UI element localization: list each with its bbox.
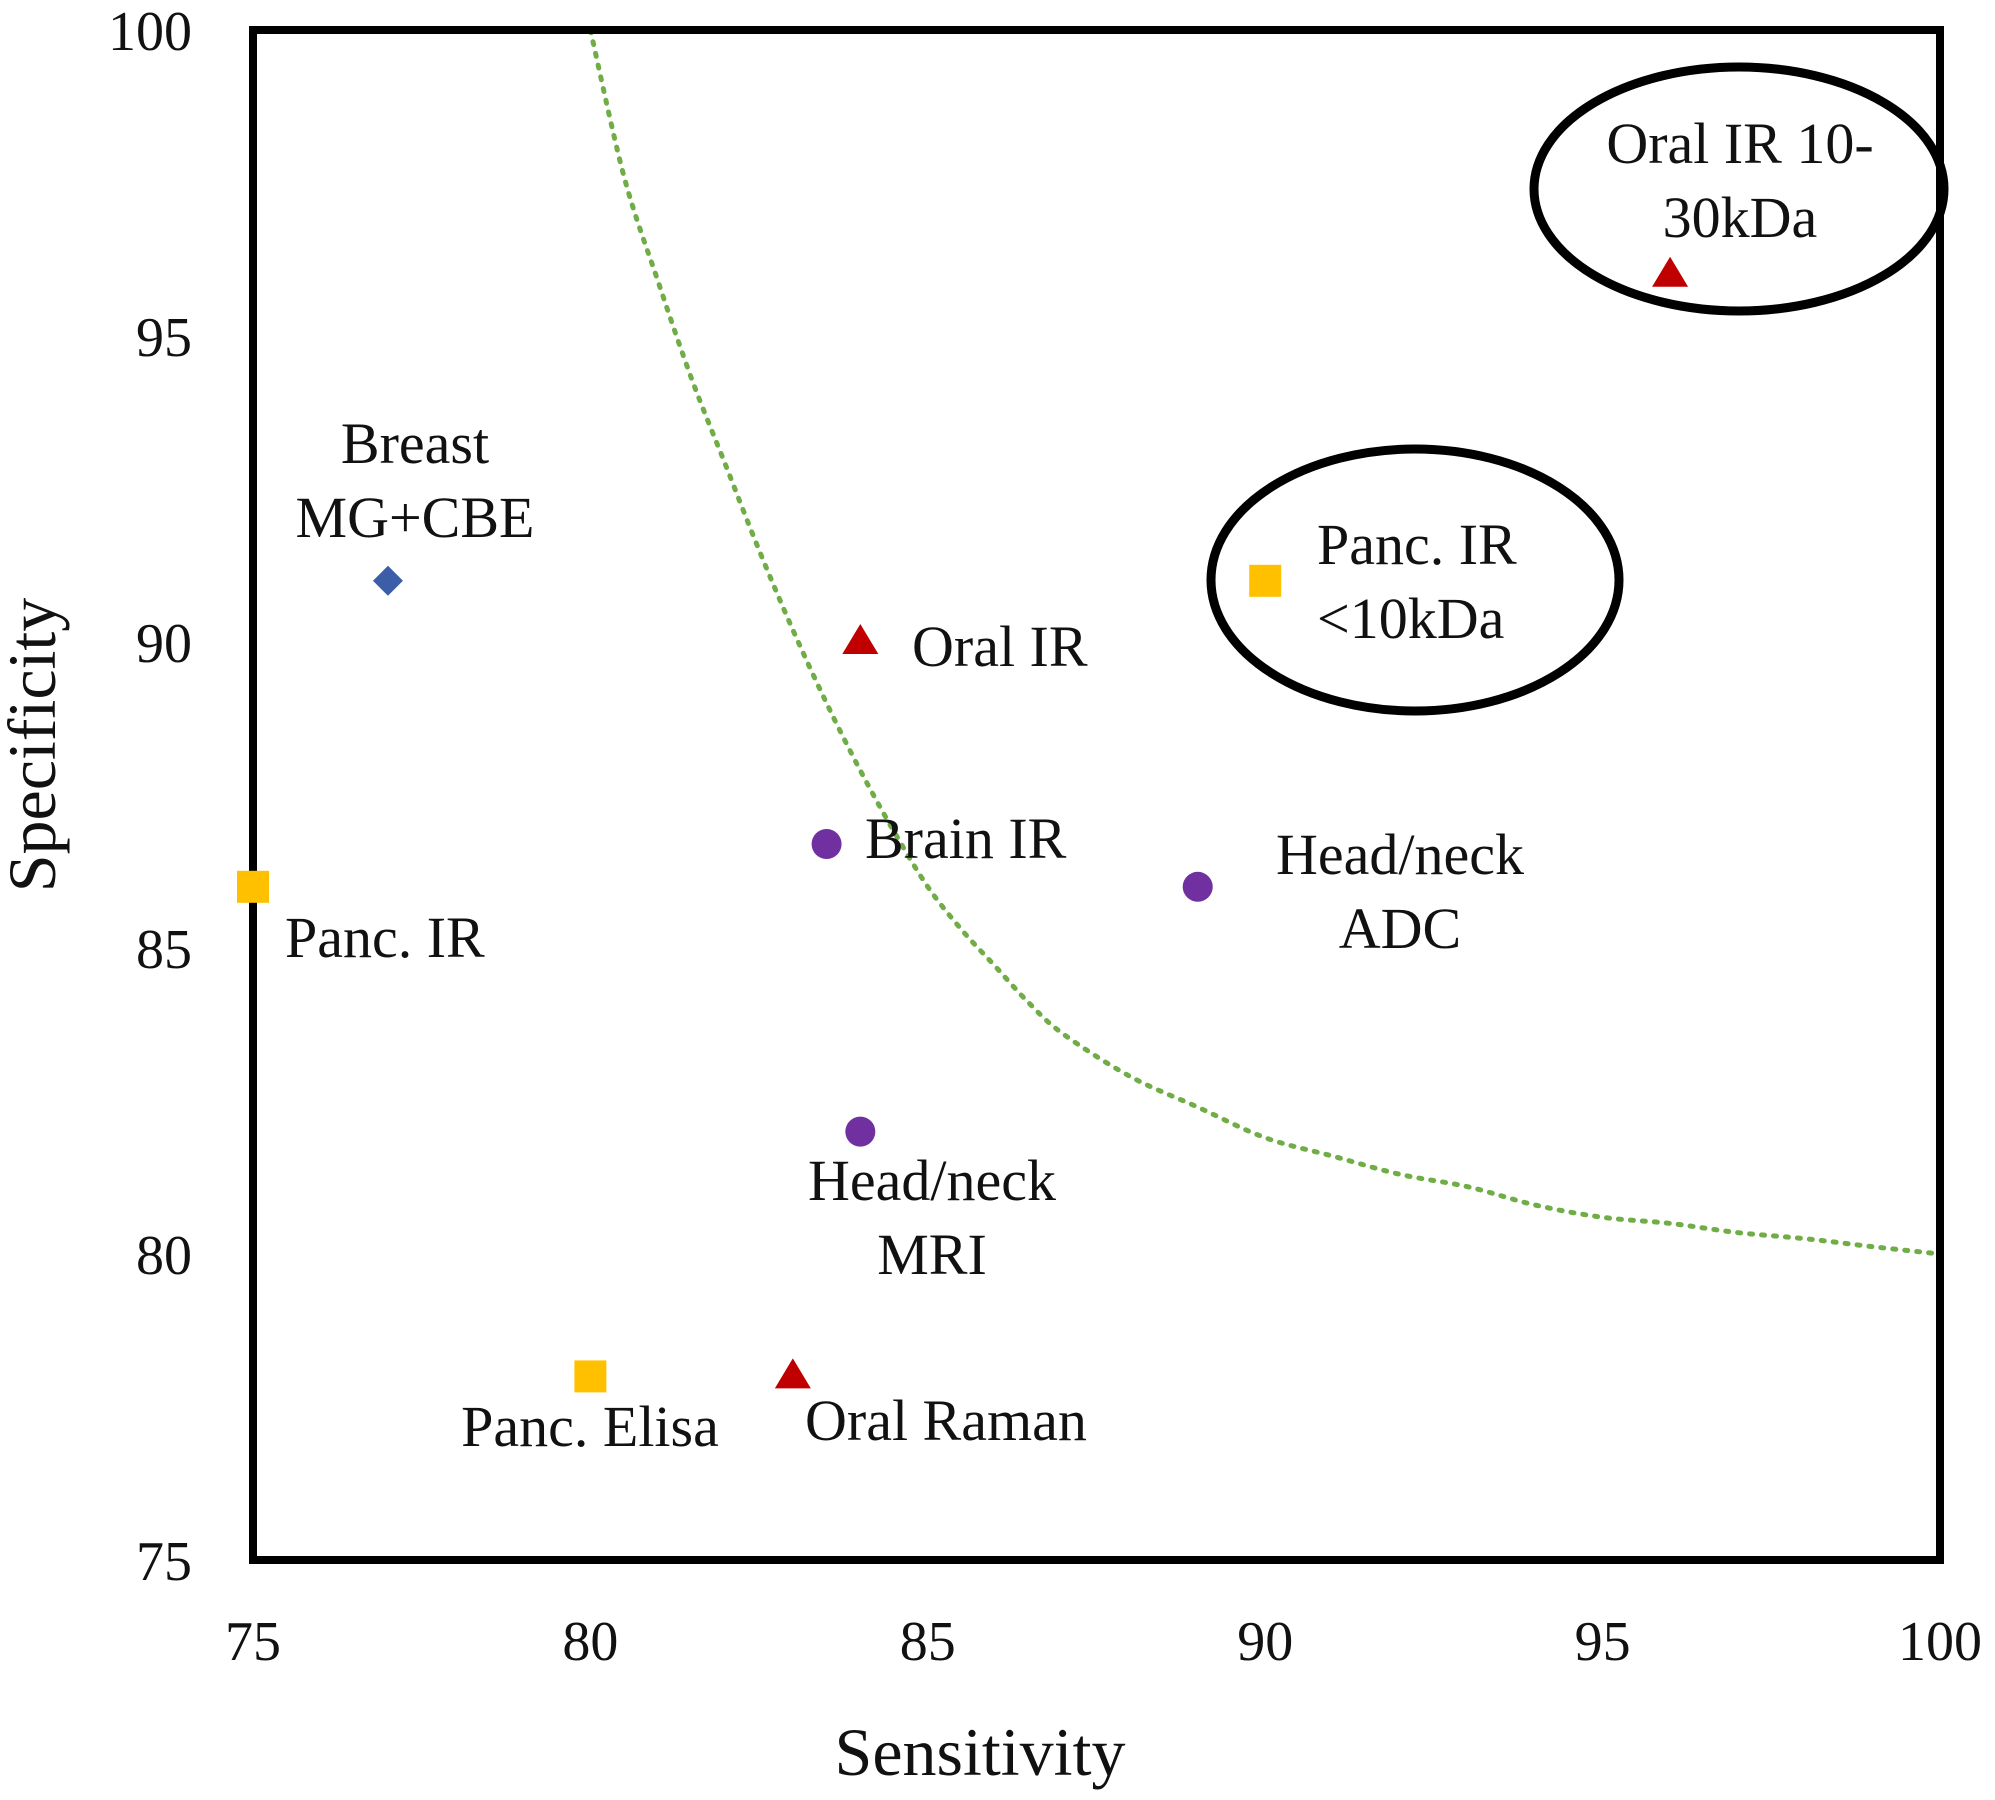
point-label-panc-ir: Panc. IR [285,905,485,970]
y-tick-label-90: 90 [136,613,192,675]
label-layer: Breast MG+CBE Panc. IR Panc. Elisa Oral Rama… [285,111,1874,1459]
highlight-layer [1206,62,1949,716]
y-tick-label-80: 80 [136,1225,192,1287]
y-tick-label-95: 95 [136,307,192,369]
point-label-line: 30kDa [1663,185,1818,250]
point-label-breast-mg-cbe: Breast MG+CBE [296,411,535,550]
point-label-line: Panc. IR [1317,512,1517,577]
data-point-oral-ir-10-30kda [1652,256,1689,287]
point-label-oral-raman: Oral Raman [805,1388,1087,1453]
trend-curve [587,27,1943,1257]
point-label-panc-ir-10kda: Panc. IR <10kDa [1317,512,1517,651]
data-point-panc-elisa [574,1360,607,1393]
point-label-head-neck-adc: Head/neck ADC [1276,822,1524,961]
point-label-head-neck-mri: Head/neck MRI [808,1148,1056,1287]
point-label-oral-ir-10-30kda: Oral IR 10- 30kDa [1606,111,1873,250]
point-label-line: Panc. Elisa [461,1394,719,1459]
x-tick-label-75: 75 [225,1611,281,1673]
y-axis-title: Specificity [0,598,70,893]
point-label-line: Head/neck [1276,822,1524,887]
point-label-oral-ir: Oral IR [912,614,1088,679]
point-label-line: Oral IR 10- [1606,111,1873,176]
x-tick-label-85: 85 [900,1611,956,1673]
point-label-line: MG+CBE [296,485,535,550]
data-point-panc-ir [237,870,269,903]
point-label-line: Brain IR [865,806,1067,871]
point-label-line: Oral IR [912,614,1088,679]
highlight-ellipse-panc-ir-10kda [1206,444,1624,716]
point-label-line: Panc. IR [285,905,485,970]
data-point-oral-raman [774,1358,811,1389]
point-label-line: ADC [1339,896,1461,961]
data-point-panc-ir-10kda [1249,564,1282,597]
point-label-panc-elisa: Panc. Elisa [461,1394,719,1459]
data-point-head-neck-mri [845,1116,876,1147]
point-label-line: Oral Raman [805,1388,1087,1453]
point-label-line: Breast [341,411,489,476]
marker-layer [237,256,1689,1393]
data-point-head-neck-adc [1182,871,1213,902]
curve-layer [587,27,1943,1257]
y-tick-label-75: 75 [136,1531,192,1593]
x-tick-label-100: 100 [1898,1611,1982,1673]
tick-layer: 75 80 85 90 95 100 75 80 85 90 95 100 [108,1,1982,1673]
data-point-oral-ir [842,624,879,654]
point-label-line: Head/neck [808,1148,1056,1213]
data-point-brain-ir [811,828,842,859]
y-tick-label-100: 100 [108,1,192,63]
x-tick-label-80: 80 [562,1611,618,1673]
data-point-breast-mg-cbe [372,565,403,596]
point-label-brain-ir: Brain IR [865,806,1067,871]
point-label-line: MRI [877,1222,987,1287]
x-axis-title: Sensitivity [835,1714,1126,1790]
highlight-ellipse-oral-ir-10-30kda [1529,62,1949,316]
plot-frame [249,26,1944,1564]
y-tick-label-85: 85 [136,919,192,981]
point-label-line: <10kDa [1317,586,1504,651]
x-tick-label-90: 90 [1237,1611,1293,1673]
x-tick-label-95: 95 [1575,1611,1631,1673]
